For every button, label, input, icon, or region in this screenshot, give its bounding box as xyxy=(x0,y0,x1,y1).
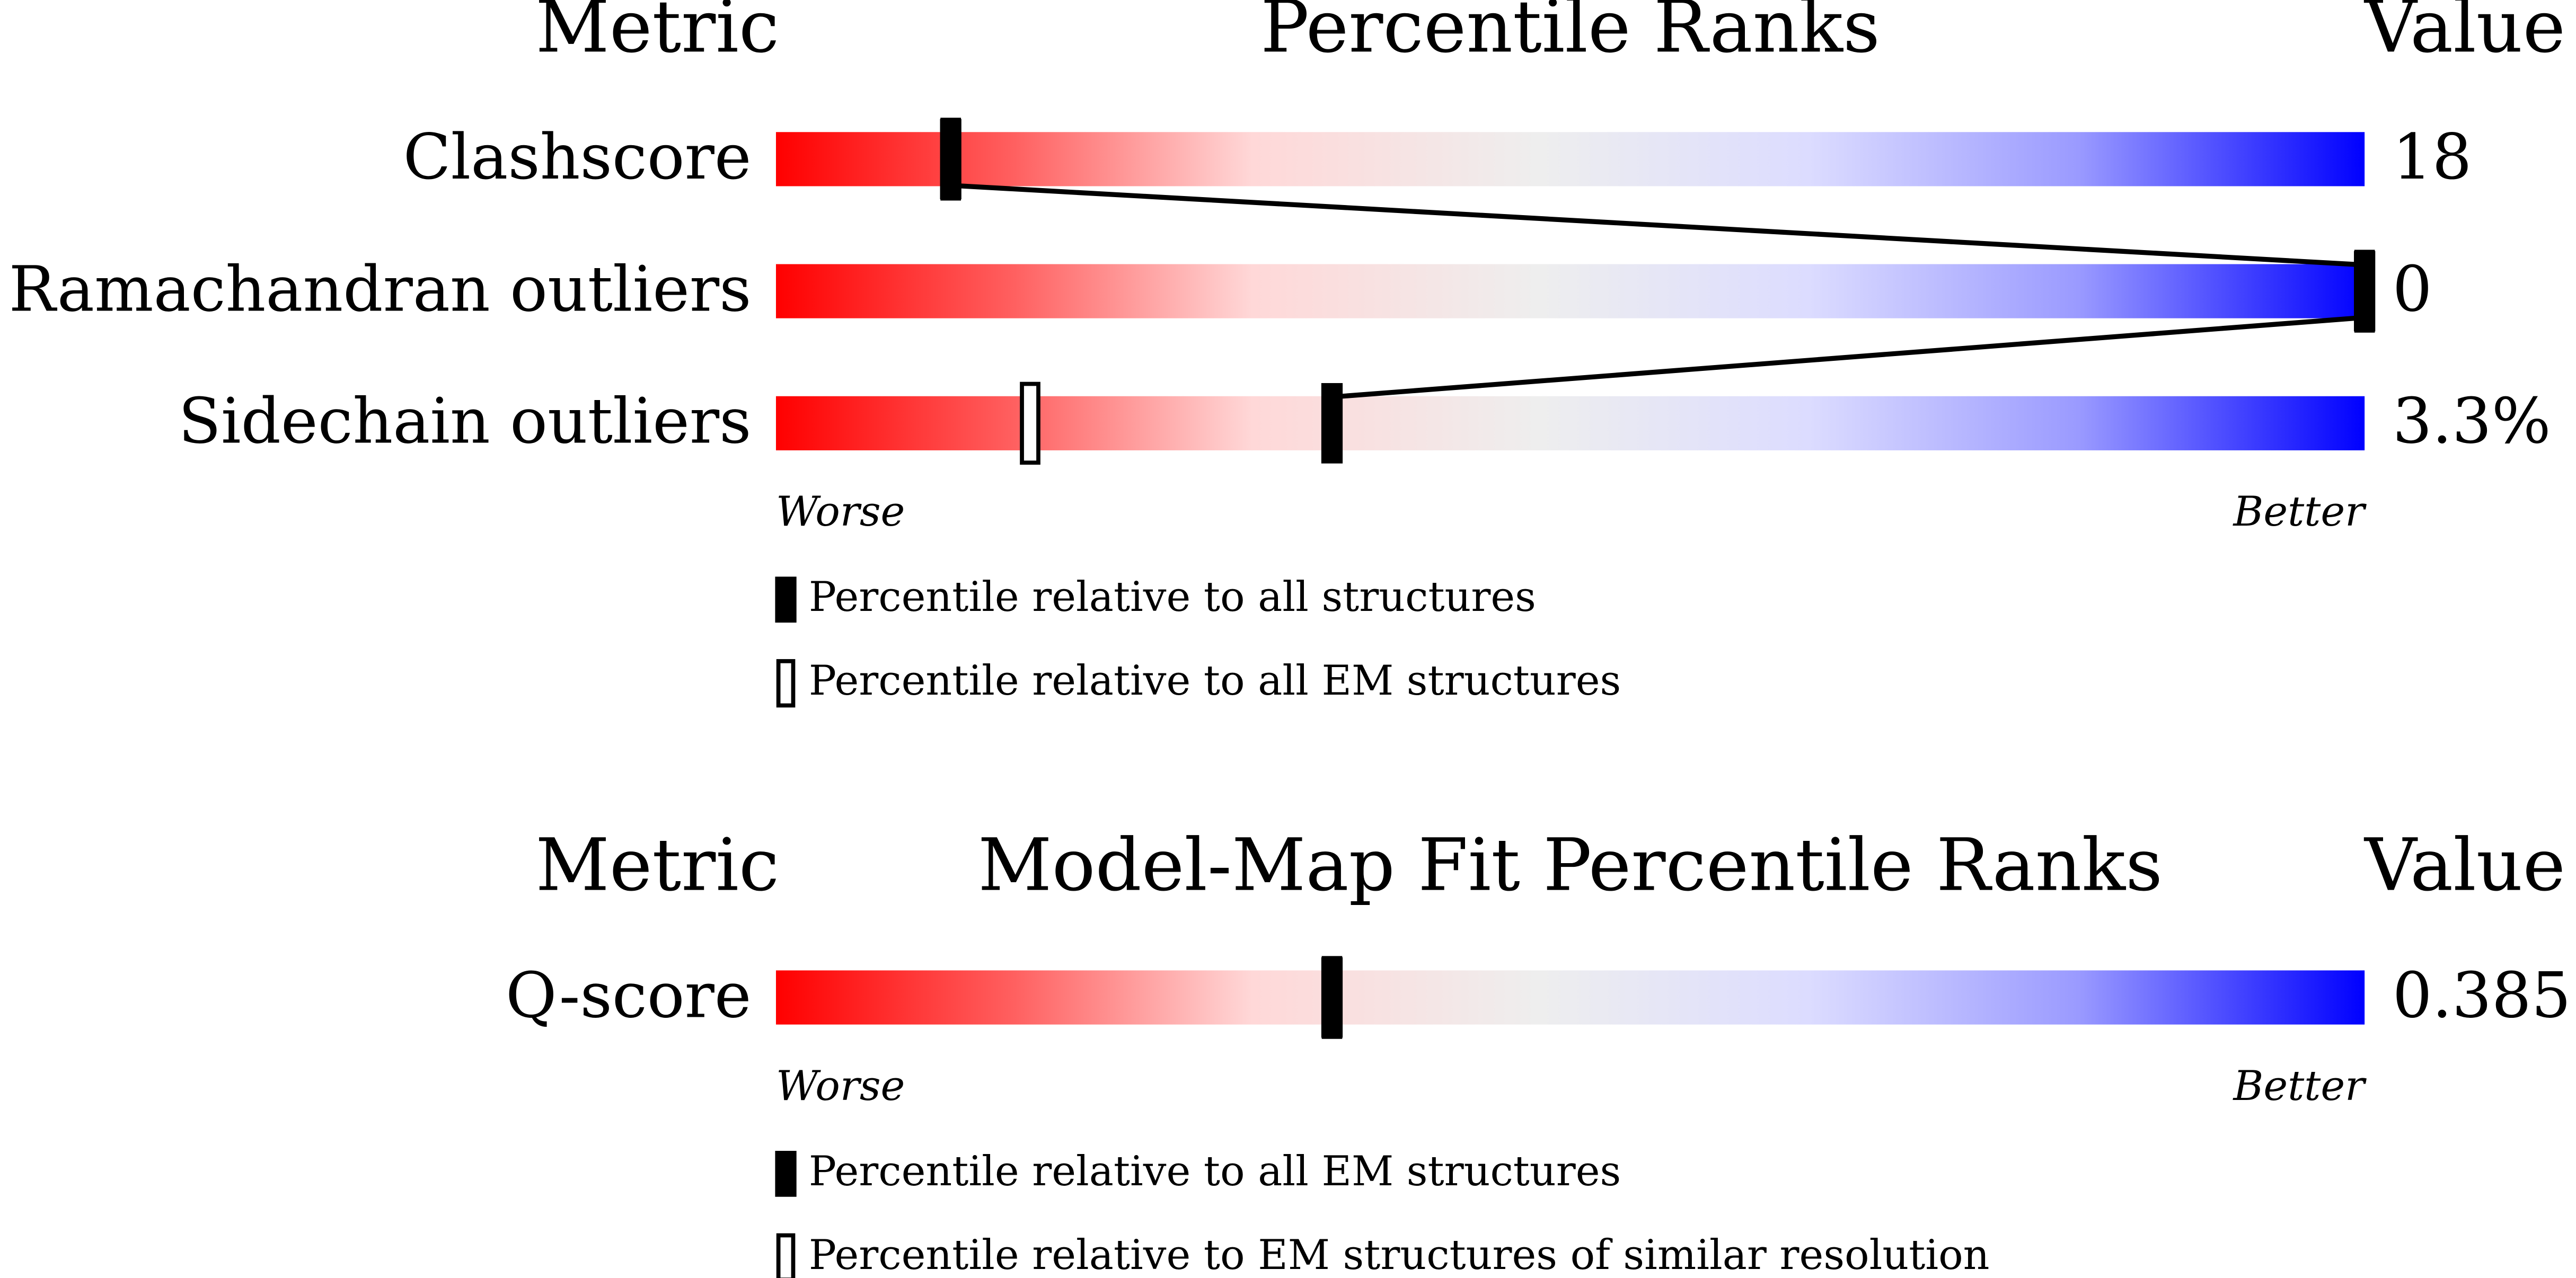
percentile-bar xyxy=(775,132,2365,187)
scale-better: Better xyxy=(2232,1062,2367,1110)
percentile-bar xyxy=(775,970,2365,1025)
legend-icon xyxy=(775,1151,797,1197)
percentile-bar xyxy=(775,396,2365,450)
legend-label: Percentile relative to all structures xyxy=(809,573,1536,621)
header-value: Value xyxy=(2363,824,2565,908)
header-title: Model-Map Fit Percentile Ranks xyxy=(978,824,2163,908)
metric-label: Sidechain outliers xyxy=(178,385,751,458)
header-metric: Metric xyxy=(535,0,779,69)
legend-icon xyxy=(775,576,797,623)
header-value: Value xyxy=(2363,0,2565,69)
scale-worse: Worse xyxy=(776,1062,905,1110)
legend-label: Percentile relative to EM structures of … xyxy=(809,1231,1990,1278)
legend-icon xyxy=(776,1233,796,1278)
legend-icon xyxy=(776,659,796,708)
marker-hollow xyxy=(1020,381,1040,465)
header-metric: Metric xyxy=(535,824,779,908)
legend-label: Percentile relative to all EM structures xyxy=(809,657,1621,705)
percentile-bar xyxy=(775,264,2365,318)
header-title: Percentile Ranks xyxy=(1260,0,1880,69)
metric-value: 18 xyxy=(2393,121,2472,193)
metric-value: 3.3% xyxy=(2393,385,2551,458)
metric-value: 0.385 xyxy=(2393,959,2571,1032)
metric-label: Q-score xyxy=(506,959,751,1032)
legend-label: Percentile relative to all EM structures xyxy=(809,1148,1621,1195)
scale-worse: Worse xyxy=(776,488,905,536)
metric-label: Clashscore xyxy=(403,121,752,193)
metric-value: 0 xyxy=(2393,253,2432,325)
marker-filled xyxy=(1321,957,1343,1038)
scale-better: Better xyxy=(2232,488,2367,536)
connector xyxy=(1331,315,2365,400)
connector xyxy=(950,183,2365,268)
metric-label: Ramachandran outliers xyxy=(9,253,752,325)
